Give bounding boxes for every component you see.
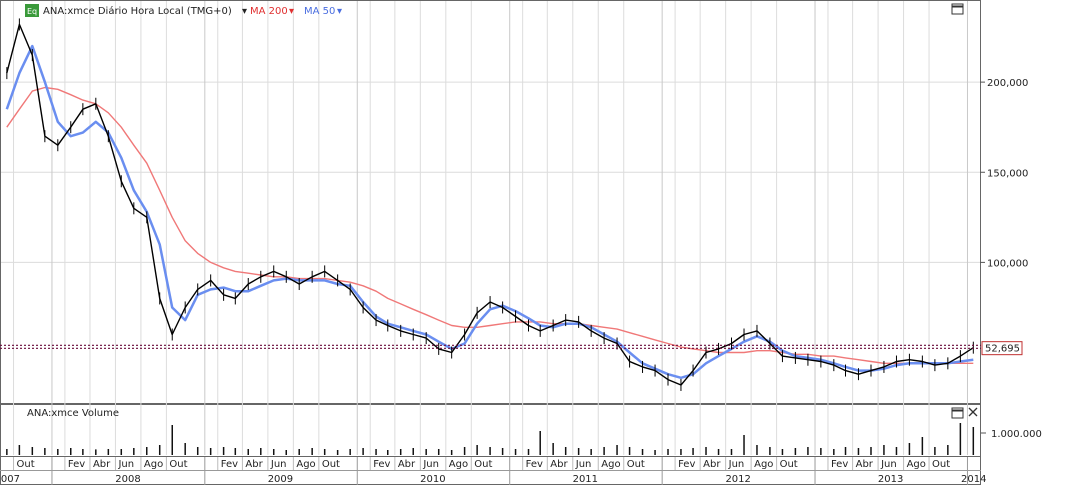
time-axis-month-label: Ago <box>449 459 468 470</box>
last-price-label: 52,695 <box>985 344 1020 355</box>
price-axis-tick-label: 100,000 <box>987 258 1028 269</box>
time-axis-month-label: Fev <box>68 459 85 470</box>
time-axis-year-label: 2012 <box>725 474 750 485</box>
time-axis-month-label: Ago <box>296 459 315 470</box>
time-axis-month-label: Out <box>627 459 645 470</box>
time-axis-month-label: Jun <box>880 459 897 470</box>
time-axis-month-label: Ago <box>907 459 926 470</box>
equity-badge[interactable] <box>25 4 39 17</box>
volume-bars <box>6 423 975 455</box>
ma200-dropdown-icon[interactable]: ▾ <box>289 6 294 17</box>
ma200-legend[interactable]: MA 200 <box>250 6 288 17</box>
time-axis-year-label: 2014 <box>961 474 986 485</box>
time-axis-year-label: 2013 <box>878 474 903 485</box>
equity-badge-label: Eq <box>27 7 37 16</box>
time-axis-month-label: Fev <box>526 459 543 470</box>
time-axis-month-label: Out <box>169 459 187 470</box>
ma50-line <box>5 44 974 380</box>
volume-panel-title: ANA:xmce Volume <box>27 408 119 419</box>
time-axis-month-label: Abr <box>245 459 263 470</box>
ma200-line <box>6 86 974 364</box>
time-axis-month-label: Jun <box>728 459 745 470</box>
ma50-dropdown-icon[interactable]: ▾ <box>337 6 342 17</box>
time-axis-month-label: Fev <box>678 459 695 470</box>
time-axis-year-label: 2008 <box>115 474 140 485</box>
last-price-marker: 52,695 <box>981 341 1023 356</box>
time-axis-month-label: Out <box>780 459 798 470</box>
time-axis-month-label: Ago <box>601 459 620 470</box>
time-axis-month-label: Out <box>17 459 35 470</box>
time-axis-year-label: 2011 <box>573 474 598 485</box>
price-axis-tick-label: 200,000 <box>987 78 1028 89</box>
legend: Eq ANA:xmce Diário Hora Local (TMG+0) ▾ … <box>25 4 342 17</box>
time-axis-month-label: Fev <box>373 459 390 470</box>
maximize-price-panel-button[interactable] <box>951 3 964 15</box>
time-axis-month-label: Fev <box>221 459 238 470</box>
time-axis-month-label: Abr <box>93 459 111 470</box>
time-axis-month-label: Jun <box>575 459 592 470</box>
time-axis-month-label: Abr <box>703 459 721 470</box>
time-axis-month-label: Out <box>322 459 340 470</box>
close-volume-panel-icon[interactable] <box>968 407 978 417</box>
time-axis-month-label: Jun <box>422 459 439 470</box>
time-axis-month-label: Ago <box>144 459 163 470</box>
maximize-volume-panel-button[interactable] <box>951 407 964 419</box>
time-axis-year-label: 2009 <box>268 474 293 485</box>
time-axis-month-label: Abr <box>398 459 416 470</box>
price-panel-frame <box>0 0 981 404</box>
time-axis-month-label: Abr <box>550 459 568 470</box>
volume-axis-tick-label: 1.000.000 <box>991 429 1042 440</box>
time-axis-month-label: Jun <box>117 459 134 470</box>
volume-axis: 1.000.000 <box>981 429 1042 440</box>
ma200-series <box>6 86 974 364</box>
time-axis-year-label: 2007 <box>0 474 20 485</box>
ma50-series <box>5 44 974 380</box>
time-axis-month-label: Jun <box>270 459 287 470</box>
ma50-legend[interactable]: MA 50 <box>304 6 335 17</box>
time-axis-year-label: 2010 <box>420 474 445 485</box>
instrument-dropdown-icon[interactable]: ▾ <box>242 6 247 17</box>
time-axis-month-label: Fev <box>831 459 848 470</box>
time-axis-month-label: Abr <box>856 459 874 470</box>
price-axis-tick-label: 150,000 <box>987 168 1028 179</box>
price-series <box>6 18 974 391</box>
price-axis: 100,000 150,000 200,000 <box>980 78 1028 269</box>
time-axis-month-label: Out <box>474 459 492 470</box>
time-axis-month-label: Ago <box>754 459 773 470</box>
instrument-label[interactable]: ANA:xmce Diário Hora Local (TMG+0) <box>43 5 232 17</box>
time-axis-month-label: Out <box>932 459 950 470</box>
time-axis: Out Fev Abr Jun Ago Out Fev Abr Jun Ago Out Fev Abr J… <box>0 457 986 485</box>
